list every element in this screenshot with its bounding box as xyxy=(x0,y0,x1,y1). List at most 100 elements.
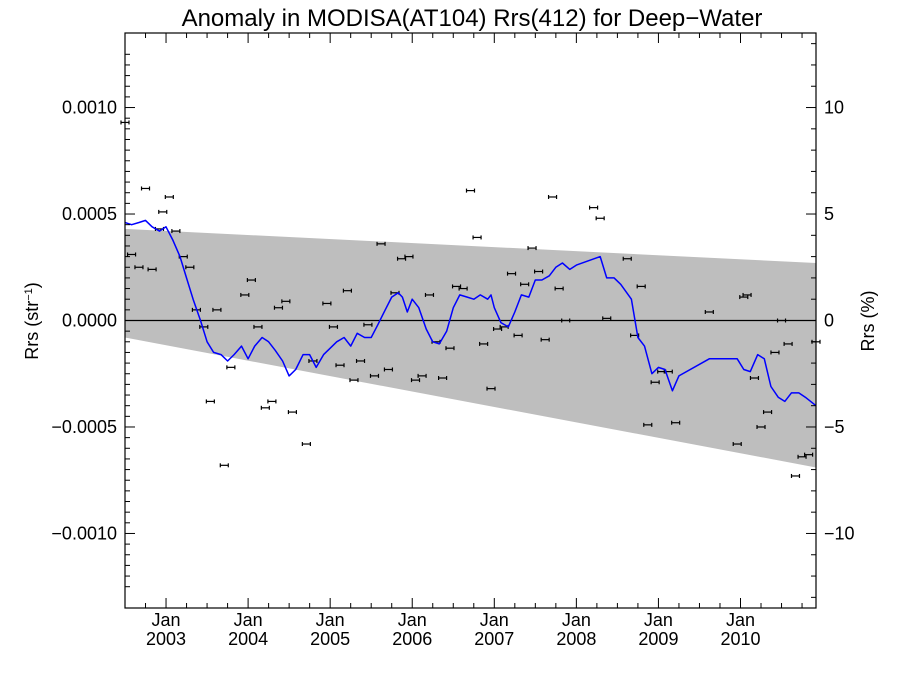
data-point xyxy=(281,299,291,304)
x-tick-month: Jan xyxy=(398,610,427,630)
y2-tick-label: −10 xyxy=(824,523,855,543)
data-point xyxy=(506,271,517,276)
data-point xyxy=(134,265,144,270)
data-point xyxy=(140,186,151,191)
data-point xyxy=(513,333,523,338)
y2-tick-label: 10 xyxy=(824,98,844,118)
data-point xyxy=(158,209,168,214)
plot-area: 0.0010 0.0005 0.0000 −0.0005 −0.0010 10 5 0 −5 −1… xyxy=(51,32,855,649)
data-point xyxy=(328,324,339,329)
y-tick-label: 0.0010 xyxy=(62,98,117,118)
data-point xyxy=(749,376,760,380)
data-point xyxy=(762,410,773,415)
data-point xyxy=(540,337,550,342)
x-tick-year: 2005 xyxy=(310,629,350,649)
data-point xyxy=(479,341,489,346)
x-tick-year: 2007 xyxy=(474,629,514,649)
x-tick-year: 2008 xyxy=(556,629,596,649)
x-tick-month: Jan xyxy=(316,610,345,630)
data-point xyxy=(301,442,311,447)
y2-tick-label: −5 xyxy=(824,417,845,437)
data-point xyxy=(199,324,209,329)
chart-title: Anomaly in MODISA(AT104) Rrs(412) for De… xyxy=(182,5,763,32)
x-tick-month: Jan xyxy=(644,610,673,630)
x-tick-year: 2003 xyxy=(146,629,186,649)
data-point xyxy=(742,292,752,297)
data-point xyxy=(322,301,332,306)
y2-tick-label: 5 xyxy=(824,204,834,224)
data-point xyxy=(246,278,256,283)
data-point xyxy=(342,288,353,293)
data-point xyxy=(770,350,780,355)
data-point xyxy=(534,269,544,274)
data-point xyxy=(253,324,263,329)
data-point xyxy=(561,318,571,323)
data-point xyxy=(595,216,605,221)
data-point xyxy=(445,346,455,351)
data-point xyxy=(205,399,215,404)
data-point xyxy=(636,284,646,289)
data-point xyxy=(704,309,714,314)
data-point xyxy=(527,246,537,251)
data-point xyxy=(349,378,359,383)
data-point xyxy=(260,405,270,410)
data-point xyxy=(650,380,660,385)
data-point xyxy=(363,322,373,327)
data-point xyxy=(404,254,414,259)
running-mean-line xyxy=(124,219,817,407)
x-tick-year: 2006 xyxy=(392,629,432,649)
data-point xyxy=(790,473,801,478)
data-point xyxy=(335,363,345,368)
data-point xyxy=(458,286,468,291)
data-point xyxy=(756,424,766,429)
data-point xyxy=(355,358,366,363)
x-tick-month: Jan xyxy=(152,610,181,630)
y2-tick-label: 0 xyxy=(824,311,834,331)
y-tick-label: −0.0010 xyxy=(51,523,117,543)
data-point xyxy=(369,373,380,378)
x-tick-month: Jan xyxy=(234,610,263,630)
data-point xyxy=(287,410,298,415)
data-point xyxy=(547,194,558,199)
data-point xyxy=(671,420,681,425)
data-point xyxy=(171,229,181,234)
data-point xyxy=(602,316,612,321)
x-tick-month: Jan xyxy=(726,610,755,630)
data-point xyxy=(804,452,814,457)
data-point xyxy=(226,365,236,370)
data-point xyxy=(164,194,174,199)
y-tick-label: −0.0005 xyxy=(51,417,117,437)
data-point xyxy=(492,327,503,332)
data-point xyxy=(376,241,386,246)
data-point xyxy=(273,305,284,310)
data-point xyxy=(622,256,632,261)
data-point xyxy=(383,367,394,372)
data-point xyxy=(554,286,564,291)
data-point xyxy=(588,205,599,210)
data-point xyxy=(520,282,530,287)
data-point xyxy=(219,463,229,468)
data-point xyxy=(465,188,476,193)
data-point xyxy=(267,399,277,404)
data-point xyxy=(451,284,462,289)
data-point xyxy=(486,386,496,391)
data-point xyxy=(643,422,653,427)
y-axis-label: Rrs (str−1) xyxy=(22,282,42,360)
data-point xyxy=(185,265,195,270)
uncertainty-band xyxy=(125,228,816,468)
data-point xyxy=(424,292,435,297)
x-tick-month: Jan xyxy=(480,610,509,630)
y2-axis-label: Rrs (%) xyxy=(858,291,878,352)
x-tick-year: 2009 xyxy=(638,629,678,649)
data-point xyxy=(212,307,222,312)
data-point xyxy=(240,292,250,297)
data-point xyxy=(396,256,407,261)
data-point xyxy=(126,252,137,257)
data-point xyxy=(410,378,421,383)
x-tick-year: 2010 xyxy=(720,629,760,649)
data-point xyxy=(783,341,793,346)
data-point xyxy=(797,454,807,459)
data-point xyxy=(147,267,157,272)
data-point xyxy=(739,295,749,300)
